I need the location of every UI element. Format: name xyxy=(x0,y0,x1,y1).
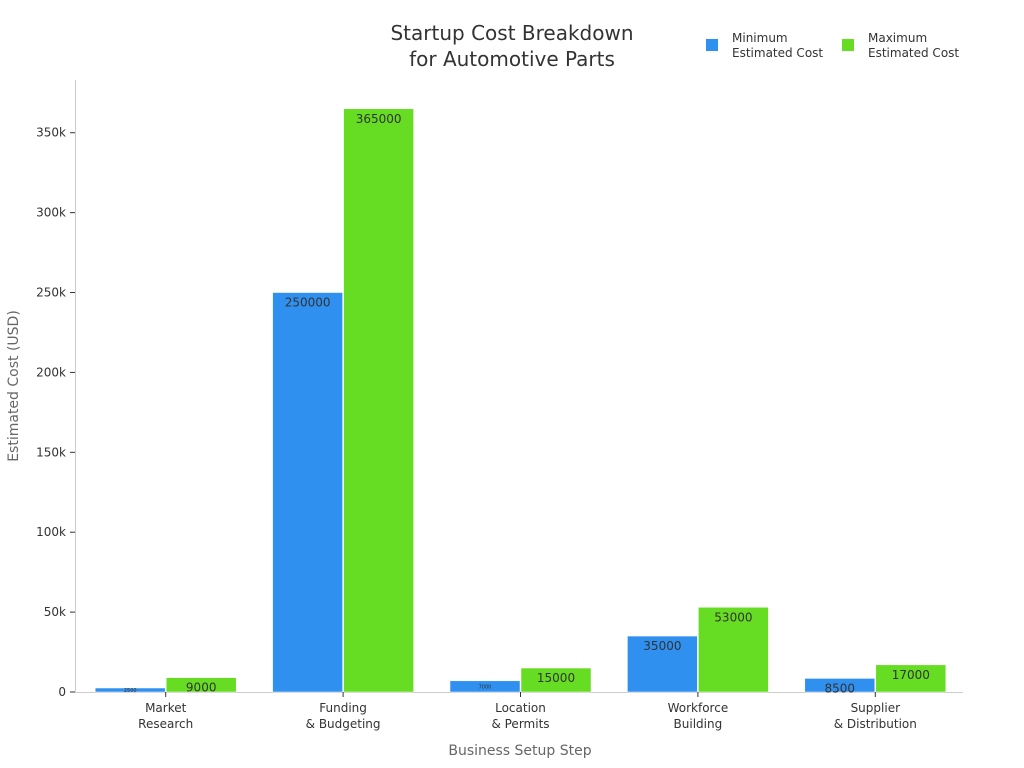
bar-value-label: 8500 xyxy=(825,681,856,695)
bar xyxy=(627,635,698,693)
bar-value-label: 15000 xyxy=(537,671,575,685)
bar xyxy=(94,687,166,693)
x-tick-label: & Permits xyxy=(491,717,549,731)
bar-value-label: 2500 xyxy=(124,688,137,694)
bar xyxy=(343,108,414,693)
bar xyxy=(804,678,876,693)
bar-value-label: 365000 xyxy=(356,112,402,126)
x-tick-label: Building xyxy=(674,717,723,731)
y-tick-label: 100k xyxy=(36,525,66,539)
x-tick-label: Funding xyxy=(319,701,367,715)
chart-title-line-1: Startup Cost Breakdown xyxy=(390,21,633,45)
y-tick-label: 150k xyxy=(36,445,66,459)
legend: Minimum Estimated Cost Maximum Estimated… xyxy=(706,31,959,60)
y-tick-label: 200k xyxy=(36,365,66,379)
y-tick-label: 250k xyxy=(36,286,66,300)
y-tick-label: 300k xyxy=(36,206,66,220)
x-tick-label: Location xyxy=(495,701,546,715)
legend-swatch-minimum xyxy=(706,39,718,51)
bar xyxy=(520,667,592,693)
bar-value-label: 17000 xyxy=(892,668,930,682)
y-axis-ticks: 0 50k 100k 150k 200k 250k 300k 350k xyxy=(36,126,75,699)
x-tick-label: Supplier xyxy=(851,701,901,715)
bar xyxy=(165,677,237,693)
y-tick-label: 0 xyxy=(58,685,66,699)
y-tick-label: 50k xyxy=(44,605,66,619)
bar xyxy=(272,292,343,693)
bar-value-label: 9000 xyxy=(186,681,217,695)
bar-value-label: 7000 xyxy=(479,684,492,690)
legend-label-minimum-line-1: Minimum xyxy=(732,31,788,45)
y-tick-label: 350k xyxy=(36,126,66,140)
legend-label-maximum-line-2: Estimated Cost xyxy=(868,46,959,60)
x-tick-label: Research xyxy=(138,717,193,731)
y-axis-title: Estimated Cost (USD) xyxy=(6,310,22,462)
chart-title-line-2: for Automotive Parts xyxy=(409,47,615,71)
x-axis-ticks: Market Research Funding & Budgeting Location… xyxy=(138,692,917,731)
bar-value-label: 35000 xyxy=(643,639,681,653)
bars: 2500 9000 250000 365000 7000 15000 35000 53000 8… xyxy=(94,108,947,695)
bar xyxy=(875,664,947,693)
x-tick-label: & Distribution xyxy=(834,717,917,731)
legend-label-maximum-line-1: Maximum xyxy=(868,31,927,45)
x-tick-label: Market xyxy=(145,701,187,715)
legend-swatch-maximum xyxy=(842,39,854,51)
x-axis-title: Business Setup Step xyxy=(448,743,591,759)
bar xyxy=(698,607,769,693)
bar-value-label: 53000 xyxy=(714,610,752,624)
chart-title: Startup Cost Breakdown for Automotive Pa… xyxy=(390,21,633,71)
x-tick-label: Workforce xyxy=(668,701,729,715)
x-tick-label: & Budgeting xyxy=(306,717,381,731)
bar xyxy=(449,680,521,693)
legend-label-minimum-line-2: Estimated Cost xyxy=(732,46,823,60)
bar-value-label: 250000 xyxy=(285,296,331,310)
